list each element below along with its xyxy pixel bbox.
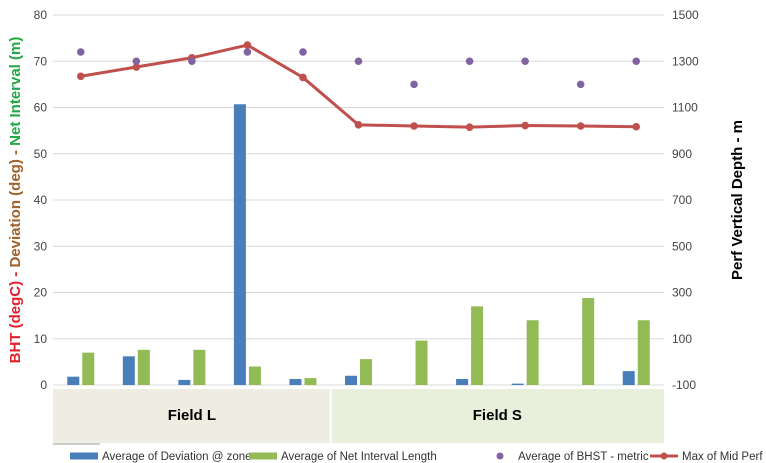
legend-label-3: Max of Mid Perf <box>682 451 763 463</box>
left-title-part-2: Deviation (deg) <box>7 159 24 267</box>
bar-0-1 <box>122 356 135 385</box>
bhst-point-0 <box>76 48 85 56</box>
bhst-point-5 <box>354 57 363 66</box>
left-tick-label: 20 <box>34 286 48 300</box>
bhst-point-4 <box>299 48 307 56</box>
left-title-part-0: BHT (degC) <box>7 281 24 364</box>
bar-1-9 <box>582 298 595 385</box>
line-series <box>76 41 641 131</box>
left-axis-title: BHT (degC) - Deviation (deg) - Net Inter… <box>7 37 24 364</box>
mid-perf-marker-5 <box>354 121 363 129</box>
category-groups: Field L Field S <box>53 389 664 445</box>
left-tick-label: 10 <box>34 332 48 346</box>
mid-perf-marker-4 <box>299 73 307 82</box>
legend: Average of Deviation @ zone Average of Ne… <box>70 451 763 463</box>
mid-perf-marker-7 <box>465 123 474 131</box>
group-label-1: Field S <box>473 407 522 424</box>
legend-label-0: Average of Deviation @ zone <box>102 451 252 463</box>
bar-1-7 <box>471 306 484 385</box>
bhst-point-7 <box>465 57 474 66</box>
bhst-point-8 <box>521 57 529 66</box>
bhst-point-1 <box>132 57 141 66</box>
right-tick-label: 300 <box>672 286 692 300</box>
left-tick-label: 60 <box>34 101 48 115</box>
bar-0-5 <box>345 375 357 385</box>
bhst-point-9 <box>576 80 585 89</box>
right-tick-label: 1300 <box>672 54 699 68</box>
mid-perf-marker-9 <box>576 122 585 130</box>
left-title-part-3: - <box>7 146 24 159</box>
bar-series <box>67 104 650 385</box>
legend-swatch-2 <box>496 452 504 460</box>
bhst-point-3 <box>243 48 252 56</box>
bar-0-2 <box>178 379 191 385</box>
bar-1-10 <box>637 320 650 385</box>
mid-perf-marker-3 <box>243 41 252 49</box>
right-tick-label: 900 <box>672 147 692 161</box>
mid-perf-marker-6 <box>410 122 418 130</box>
right-axis-title: Perf Vertical Depth - m <box>729 120 746 280</box>
right-tick-label: 100 <box>672 332 692 346</box>
right-tick-label: 1100 <box>672 101 698 115</box>
left-tick-label: 70 <box>34 54 48 68</box>
bhst-point-10 <box>632 57 641 66</box>
left-tick-label: 40 <box>34 193 48 207</box>
bar-0-7 <box>456 378 469 385</box>
left-tick-label: 80 <box>34 8 48 22</box>
right-tick-label: 1500 <box>672 8 699 22</box>
mid-perf-line <box>80 43 637 129</box>
mid-perf-marker-0 <box>76 72 85 81</box>
right-tick-label: -100 <box>672 378 696 392</box>
bar-1-3 <box>248 366 261 385</box>
bhst-point-2 <box>188 57 196 66</box>
bar-1-5 <box>360 359 372 385</box>
bar-0-3 <box>233 104 246 385</box>
bar-1-8 <box>526 320 539 385</box>
group-box-1 <box>331 389 664 443</box>
legend-swatch-marker-3 <box>660 452 668 460</box>
legend-label-1: Average of Net Interval Length <box>281 451 437 463</box>
mid-perf-marker-8 <box>521 121 529 130</box>
bar-0-8 <box>511 383 524 385</box>
left-title-part-1: - <box>7 268 24 281</box>
legend-label-2: Average of BHST - metric <box>518 451 649 463</box>
bar-0-4 <box>289 378 302 385</box>
group-box-0 <box>53 389 330 443</box>
right-tick-label: 700 <box>672 193 692 207</box>
right-tick-label: 500 <box>672 239 692 253</box>
scatter-series <box>76 48 641 89</box>
left-tick-label: 0 <box>40 378 47 392</box>
legend-swatch-0 <box>70 452 98 460</box>
left-title-part-4: Net Interval (m) <box>7 37 24 146</box>
bar-1-4 <box>304 378 317 385</box>
left-tick-label: 30 <box>34 239 48 253</box>
bar-0-10 <box>622 371 635 385</box>
mid-perf-marker-1 <box>132 63 141 71</box>
bar-1-6 <box>415 340 428 385</box>
gridlines <box>53 14 664 386</box>
bar-1-1 <box>137 349 150 385</box>
bar-0-0 <box>67 376 80 385</box>
group-label-0: Field L <box>168 407 216 424</box>
mid-perf-marker-10 <box>632 122 641 131</box>
left-axis-ticks: 0 10 20 30 40 50 60 70 80 <box>34 8 48 392</box>
bar-1-0 <box>82 352 95 385</box>
left-tick-label: 50 <box>34 147 48 161</box>
right-axis-ticks: -100 100 300 500 700 900 1100 1300 1500 <box>672 8 699 392</box>
bar-1-2 <box>193 349 206 385</box>
bhst-point-6 <box>410 80 418 89</box>
legend-swatch-1 <box>249 452 277 460</box>
